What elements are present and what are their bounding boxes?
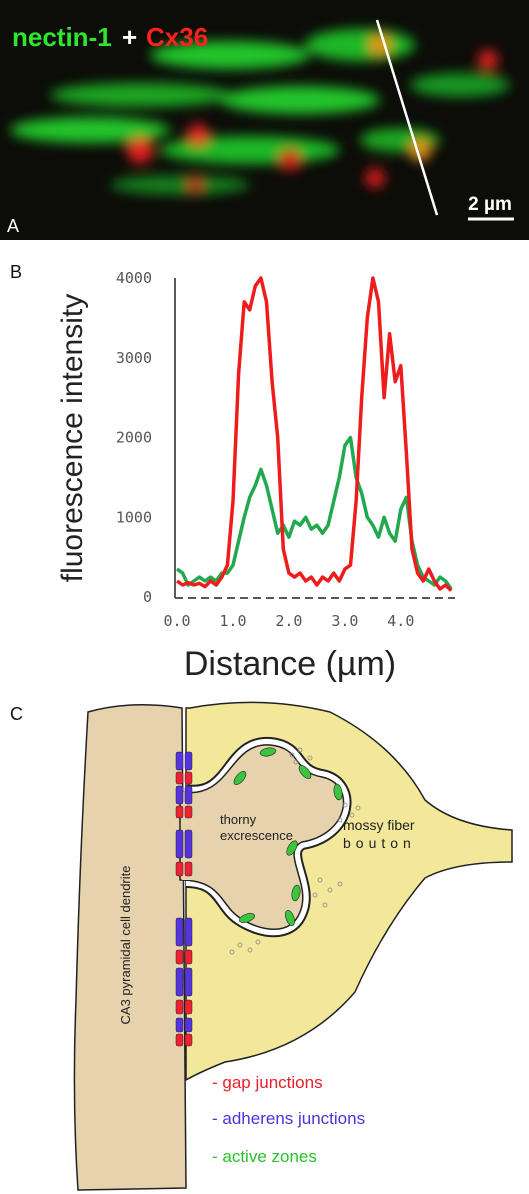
junctions [175,751,193,1047]
line-series [175,276,453,592]
y-tick-label: 0 [143,588,152,606]
thorn-label: excrescence [220,828,293,843]
y-tick-label: 2000 [116,429,152,447]
legend-entry: - adherens junctions [212,1109,365,1128]
plot: 0 1000 2000 3000 4000 0.0 1.0 2.0 3.0 4.0 [116,269,453,630]
x-axis-label: Distance (µm) [184,645,396,683]
plus: + [122,22,137,52]
stain-label: nectin-1 [12,22,112,52]
y-tick-label: 3000 [116,349,152,367]
dendrite [73,704,187,1191]
legend-entry: - gap junctions [212,1073,323,1092]
panel-label: C [10,704,23,724]
x-tick-label: 0.0 [163,612,190,630]
y-tick-label: 4000 [116,269,152,287]
panel-label: B [10,262,22,282]
dendrite-label: CA3 pyramidal cell dendrite [118,866,133,1025]
bouton-label: mossy fiber [343,817,415,833]
y-axis-label: fluorescence intensity [56,294,89,583]
panel-label: A [7,216,19,236]
thorn-label: thorny [220,812,257,827]
active-zones [233,747,343,926]
legend-entry: - active zones [212,1147,317,1166]
vesicles [229,747,361,955]
micrograph-signal [10,29,510,195]
y-tick-label: 1000 [116,508,152,526]
x-tick-label: 2.0 [275,612,302,630]
stain-label: Cx36 [146,22,208,52]
bouton-label: bouton [343,835,416,851]
scale-bar-label: 2 µm [468,194,512,215]
profile-line [375,19,439,216]
x-tick-label: 4.0 [387,612,414,630]
x-tick-label: 3.0 [331,612,358,630]
x-tick-label: 1.0 [219,612,246,630]
